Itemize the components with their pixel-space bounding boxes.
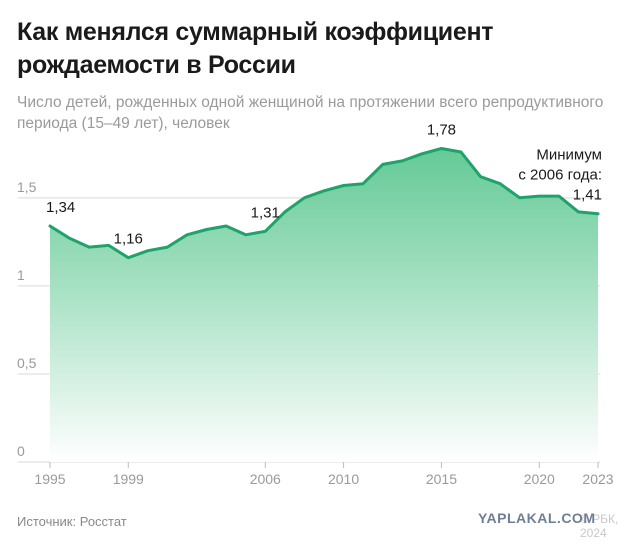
- data-labels: 1,34 1,16 1,31 1,78 1,41 с 2006 года: Минимум: [46, 122, 602, 248]
- x-tick-label: 2006: [250, 471, 281, 487]
- y-tick-label: 0: [17, 443, 25, 459]
- data-label: 1,16: [114, 231, 143, 248]
- y-tick-label: 0,5: [17, 355, 37, 371]
- x-tick-label: 1995: [34, 471, 65, 487]
- x-tick-label: 1999: [113, 471, 144, 487]
- y-tick-label: 1: [17, 267, 25, 283]
- area-fill: [50, 148, 598, 462]
- x-tick-label: 2015: [426, 471, 457, 487]
- area-layer: [48, 147, 600, 462]
- series-line: [48, 147, 600, 260]
- x-axis: 1995 1999 2006 2010 2015 2020 2023: [34, 462, 614, 487]
- data-label: 1,41: [573, 187, 602, 204]
- data-label: 1,78: [427, 122, 456, 139]
- watermark: YAPLAKAL.COM: [478, 510, 596, 526]
- data-label: 1,31: [251, 204, 280, 221]
- x-tick-label: 2020: [524, 471, 555, 487]
- y-tick-label: 1,5: [17, 179, 37, 195]
- source-note: Источник: Росстат: [17, 514, 127, 529]
- chart-subtitle: Число детей, рожденных одной женщиной на…: [17, 94, 604, 132]
- rbc-copyright: © РБК, 2024: [580, 512, 619, 540]
- y-axis: 0 0,5 1 1,5: [17, 179, 37, 459]
- data-label: 1,34: [46, 199, 75, 216]
- x-tick-label: 2023: [582, 471, 613, 487]
- annotation-line-2: с 2006 года:: [518, 167, 602, 184]
- annotation-line-1: Минимум: [536, 147, 602, 164]
- chart-title: Как менялся суммарный коэффициент рождае…: [17, 18, 494, 79]
- x-tick-label: 2010: [328, 471, 359, 487]
